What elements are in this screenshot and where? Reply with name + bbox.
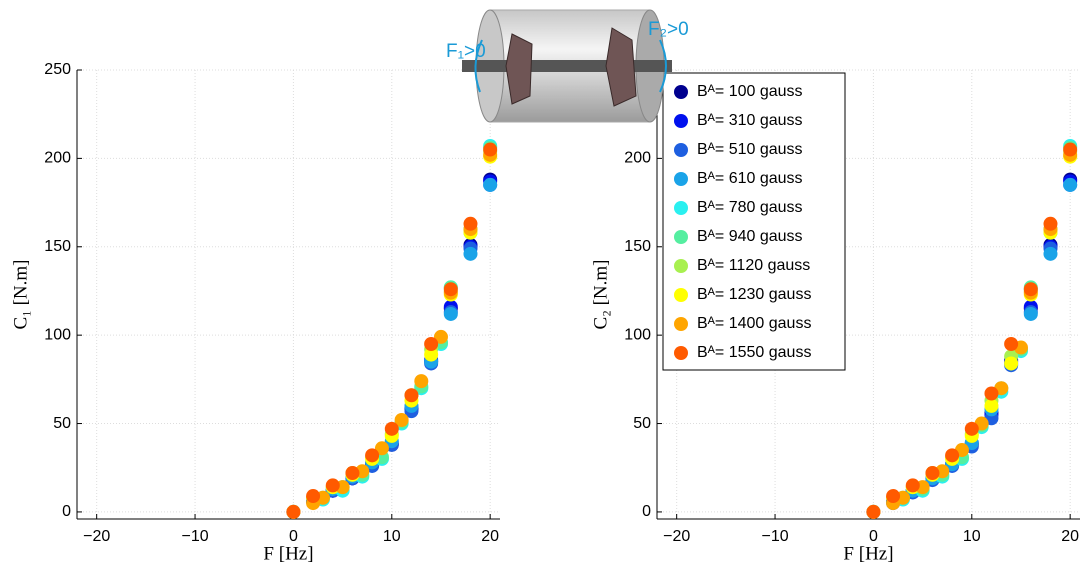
point	[365, 448, 380, 463]
y-tick-label: 100	[624, 326, 651, 343]
y-tick-label: 100	[44, 326, 71, 343]
point	[433, 329, 448, 344]
legend-label: Bᴬ= 780 gauss	[697, 199, 803, 216]
x-tick-label: −10	[181, 528, 208, 545]
point	[1004, 336, 1019, 351]
point	[443, 282, 458, 297]
legend-label: Bᴬ= 310 gauss	[697, 112, 803, 129]
legend-marker	[674, 114, 688, 128]
x-tick-label: 0	[289, 528, 298, 545]
legend-label: Bᴬ= 100 gauss	[697, 83, 803, 100]
point	[345, 466, 360, 481]
legend-marker	[674, 85, 688, 99]
x-tick-label: −20	[663, 528, 690, 545]
x-tick-label: −20	[83, 528, 110, 545]
x-tick-label: 20	[1061, 528, 1079, 545]
point	[424, 347, 439, 362]
legend-label: Bᴬ= 1550 gauss	[697, 344, 811, 361]
cylinder	[462, 9, 672, 123]
y-tick-label: 50	[53, 415, 71, 432]
y-tick-label: 150	[44, 238, 71, 255]
point	[414, 374, 429, 389]
x-tick-label: −10	[761, 528, 788, 545]
legend-marker	[674, 259, 688, 273]
x-tick-label: 0	[869, 528, 878, 545]
point	[463, 246, 478, 261]
point	[905, 478, 920, 493]
point	[925, 466, 940, 481]
point	[1043, 246, 1058, 261]
point	[483, 142, 498, 157]
legend-marker	[674, 346, 688, 360]
point	[306, 489, 321, 504]
y-tick-label: 150	[624, 238, 651, 255]
point	[1063, 177, 1078, 192]
x-axis-label: F [Hz]	[843, 543, 893, 564]
y-tick-label: 50	[633, 415, 651, 432]
legend-marker	[674, 172, 688, 186]
point	[1043, 216, 1058, 231]
legend-label: Bᴬ= 1120 gauss	[697, 257, 810, 274]
point	[984, 386, 999, 401]
annotation: F₁>0	[446, 41, 486, 62]
y-tick-label: 250	[44, 61, 71, 78]
x-tick-label: 20	[481, 528, 499, 545]
x-axis-label: F [Hz]	[263, 543, 313, 564]
legend-marker	[674, 230, 688, 244]
legend: Bᴬ= 100 gauss Bᴬ= 310 gauss Bᴬ= 510 gauss B…	[662, 72, 846, 371]
point	[463, 216, 478, 231]
legend-label: Bᴬ= 610 gauss	[697, 170, 803, 187]
point	[404, 388, 419, 403]
legend-label: Bᴬ= 1400 gauss	[697, 315, 811, 332]
point	[394, 413, 409, 428]
point	[384, 421, 399, 436]
annotation: F₂>0	[648, 19, 689, 40]
point	[964, 421, 979, 436]
point	[1023, 306, 1038, 321]
point	[424, 336, 439, 351]
x-tick-label: 10	[963, 528, 981, 545]
legend-box	[662, 72, 846, 371]
y-axis-label: C₂ [N.m]	[590, 260, 611, 330]
point	[1004, 356, 1019, 371]
legend-label: Bᴬ= 940 gauss	[697, 228, 803, 245]
y-tick-label: 0	[62, 503, 71, 520]
y-axis-label: C₁ [N.m]	[10, 260, 31, 330]
y-tick-label: 0	[642, 503, 651, 520]
point	[886, 489, 901, 504]
point	[866, 504, 881, 519]
point	[286, 504, 301, 519]
point	[1063, 142, 1078, 157]
point	[1023, 282, 1038, 297]
point	[984, 398, 999, 413]
y-tick-label: 200	[44, 150, 71, 167]
legend-marker	[674, 201, 688, 215]
point	[443, 306, 458, 321]
legend-label: Bᴬ= 1230 gauss	[697, 286, 811, 303]
point	[325, 478, 340, 493]
legend-label: Bᴬ= 510 gauss	[697, 141, 803, 158]
y-tick-label: 200	[624, 150, 651, 167]
legend-marker	[674, 317, 688, 331]
point	[945, 448, 960, 463]
x-tick-label: 10	[383, 528, 401, 545]
legend-marker	[674, 143, 688, 157]
point	[374, 441, 389, 456]
legend-marker	[674, 288, 688, 302]
point	[483, 177, 498, 192]
